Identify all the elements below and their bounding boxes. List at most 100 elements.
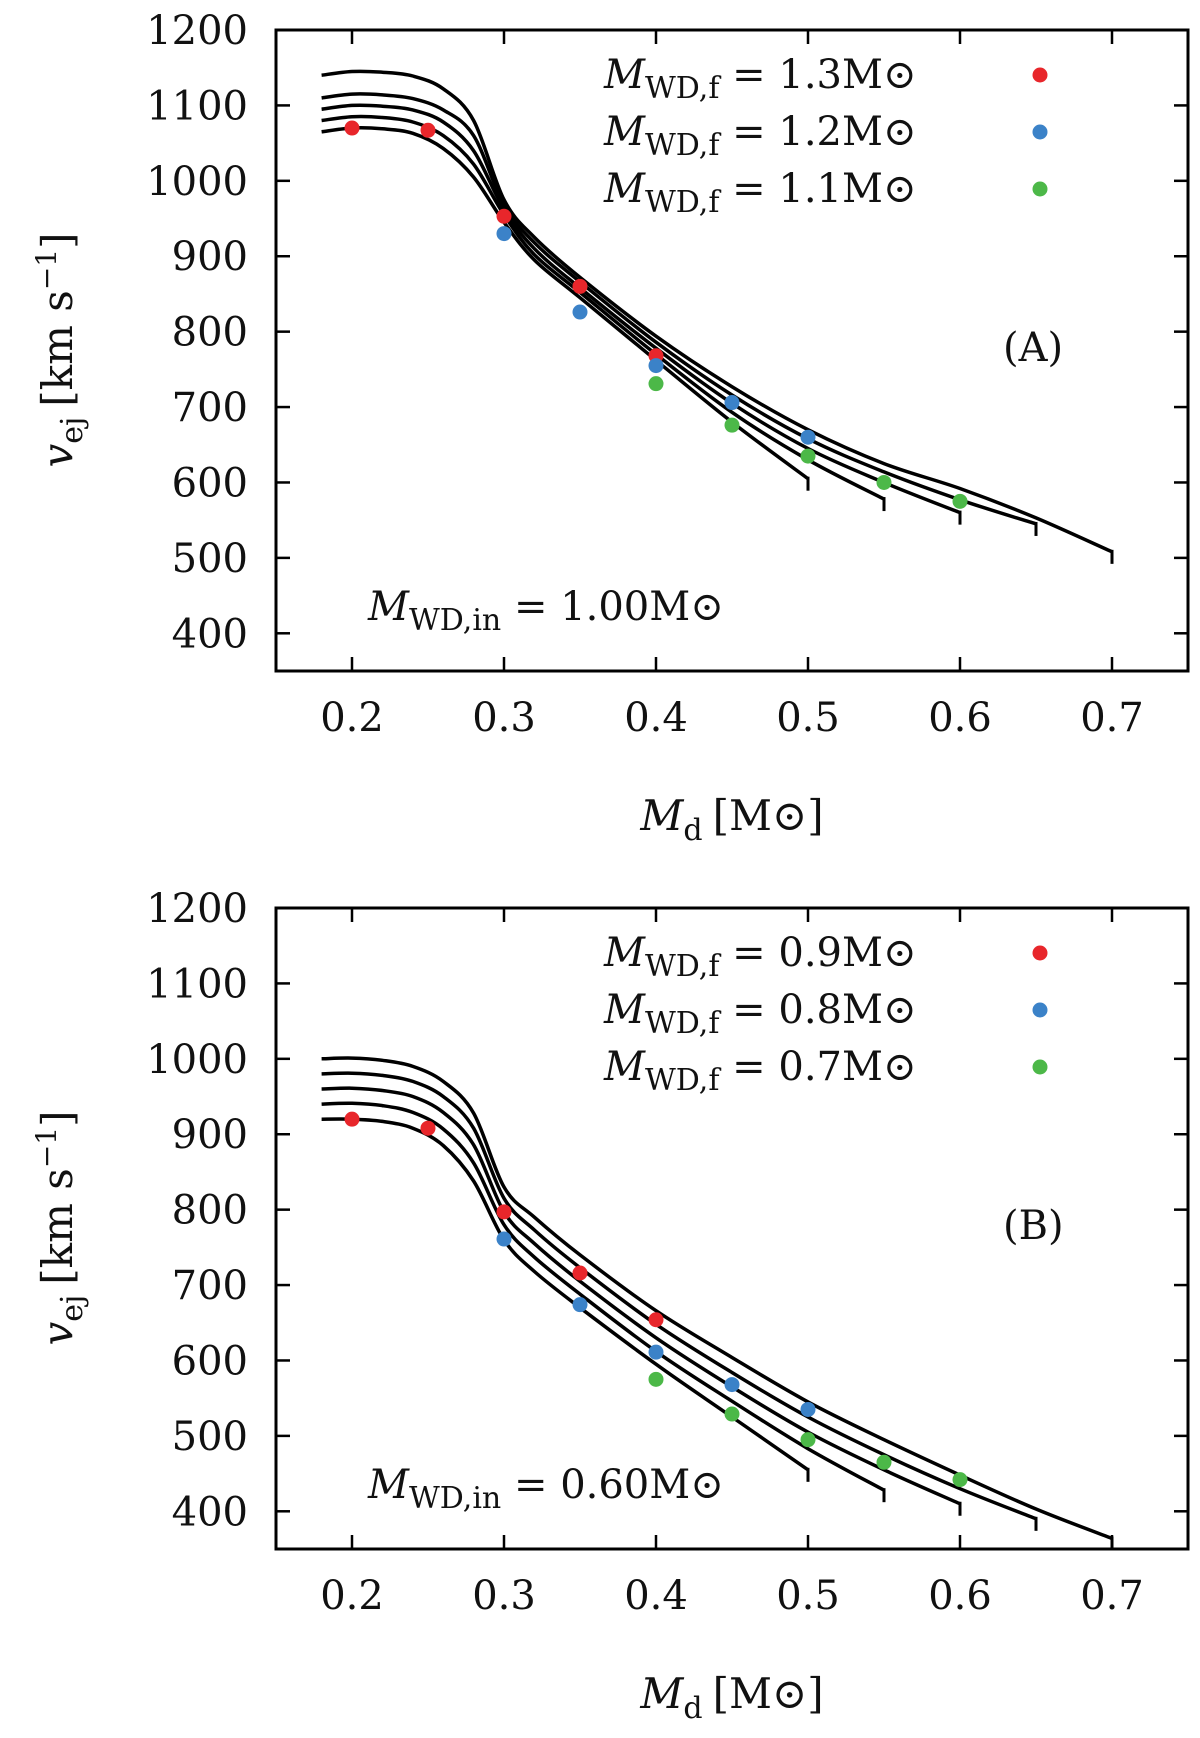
y-tick-label: 900	[172, 1112, 248, 1158]
y-tick-label: 500	[172, 536, 248, 582]
model-curve	[321, 69, 1113, 554]
data-point	[952, 1472, 968, 1488]
y-tick-label: 700	[172, 385, 248, 431]
x-tick-label: 0.6	[928, 1573, 992, 1619]
model-curve	[321, 114, 885, 501]
data-point	[344, 120, 360, 136]
initial-mass-annotation: MWD,in = 0.60M⊙	[367, 1462, 724, 1516]
data-point	[496, 1231, 512, 1247]
data-point	[648, 1344, 664, 1360]
legend-label: MWD,f = 1.2M⊙	[603, 109, 916, 163]
x-tick-label: 0.2	[320, 695, 384, 741]
x-tick-label: 0.7	[1080, 1573, 1144, 1619]
y-tick-label: 800	[172, 310, 248, 356]
model-curve	[321, 92, 1037, 526]
data-point	[800, 1401, 816, 1417]
data-point	[648, 376, 664, 392]
data-point	[724, 1406, 740, 1422]
x-tick-label: 0.4	[624, 695, 688, 741]
y-tick-label: 500	[172, 1414, 248, 1460]
data-point	[724, 395, 740, 411]
data-point	[648, 1312, 664, 1328]
y-tick-label: 400	[172, 1489, 248, 1535]
model-curve	[321, 1071, 1037, 1521]
x-axis-label: Md [M⊙]	[639, 1669, 823, 1726]
y-axis-label: vej[km s−1]	[30, 232, 90, 467]
y-tick-label: 400	[172, 611, 248, 657]
legend-marker-blue	[1032, 1002, 1048, 1018]
panel-label: (B)	[1003, 1203, 1064, 1249]
model-curve	[321, 103, 961, 515]
legend-label: MWD,f = 0.8M⊙	[603, 987, 916, 1041]
model-curve	[321, 1056, 1113, 1541]
legend-label: MWD,f = 0.9M⊙	[603, 930, 916, 984]
data-point	[572, 278, 588, 294]
y-tick-label: 1200	[146, 886, 248, 932]
y-tick-label: 800	[172, 1188, 248, 1234]
model-curve	[321, 1117, 809, 1472]
x-tick-label: 0.2	[320, 1573, 384, 1619]
legend-marker-green	[1032, 1059, 1048, 1075]
x-tick-label: 0.3	[472, 695, 536, 741]
plot-frame	[274, 906, 1190, 1551]
x-tick-label: 0.5	[776, 1573, 840, 1619]
model-curve	[321, 1101, 885, 1492]
y-ticks: 400 500 600 700 800 900 1000 1100 1200	[146, 886, 1188, 1535]
data-point	[724, 417, 740, 433]
data-point	[572, 1265, 588, 1281]
x-tick-label: 0.4	[624, 1573, 688, 1619]
legend: MWD,f = 1.3M⊙ MWD,f = 1.2M⊙ MWD,f = 1.1M…	[603, 52, 1048, 220]
x-tick-label: 0.7	[1080, 695, 1144, 741]
y-tick-label: 1200	[146, 8, 248, 54]
data-point	[876, 1454, 892, 1470]
data-points	[344, 120, 968, 509]
y-tick-label: 1000	[146, 159, 248, 205]
data-point	[800, 448, 816, 464]
data-point	[344, 1111, 360, 1127]
data-point	[420, 1120, 436, 1136]
y-tick-label: 1000	[146, 1037, 248, 1083]
legend-label: MWD,f = 0.7M⊙	[603, 1044, 916, 1098]
data-point	[572, 304, 588, 320]
x-ticks: 0.2 0.3 0.4 0.5 0.6 0.7	[320, 30, 1144, 741]
y-ticks: 400 500 600 700 800 900 1000 1100 1200	[146, 8, 1188, 657]
data-point	[800, 429, 816, 445]
data-point	[648, 358, 664, 374]
data-point	[648, 1371, 664, 1387]
x-ticks: 0.2 0.3 0.4 0.5 0.6 0.7	[320, 908, 1144, 1619]
y-tick-label: 700	[172, 1263, 248, 1309]
y-tick-label: 1100	[146, 83, 248, 129]
legend-label: MWD,f = 1.1M⊙	[603, 166, 916, 220]
initial-mass-annotation: MWD,in = 1.00M⊙	[367, 584, 724, 638]
data-point	[496, 208, 512, 224]
data-points	[344, 1111, 968, 1488]
legend-marker-red	[1032, 67, 1048, 83]
y-axis-label: vej[km s−1]	[30, 1110, 90, 1345]
x-tick-label: 0.6	[928, 695, 992, 741]
y-tick-label: 600	[172, 460, 248, 506]
panel-a: 400 500 600 700 800 900 1000 1100 1200 0.2 0.3 0.4…	[30, 8, 1190, 848]
plot-frame	[274, 28, 1190, 673]
data-point	[572, 1297, 588, 1313]
data-point	[724, 1377, 740, 1393]
data-point	[952, 493, 968, 509]
data-point	[496, 1204, 512, 1220]
legend-marker-blue	[1032, 124, 1048, 140]
data-point	[876, 474, 892, 490]
model-curves	[321, 1056, 1114, 1551]
x-tick-label: 0.3	[472, 1573, 536, 1619]
panel-b: 400 500 600 700 800 900 1000 1100 1200 0.2 0.3 0.4…	[30, 886, 1190, 1726]
legend-marker-green	[1032, 181, 1048, 197]
data-point	[420, 122, 436, 138]
panel-label: (A)	[1003, 325, 1063, 371]
y-tick-label: 1100	[146, 961, 248, 1007]
data-point	[496, 226, 512, 242]
y-tick-label: 600	[172, 1338, 248, 1384]
legend-marker-red	[1032, 945, 1048, 961]
x-axis-label: Md [M⊙]	[639, 791, 823, 848]
legend: MWD,f = 0.9M⊙ MWD,f = 0.8M⊙ MWD,f = 0.7M…	[603, 930, 1048, 1098]
data-point	[800, 1432, 816, 1448]
legend-label: MWD,f = 1.3M⊙	[603, 52, 916, 106]
model-curve	[321, 1086, 961, 1506]
